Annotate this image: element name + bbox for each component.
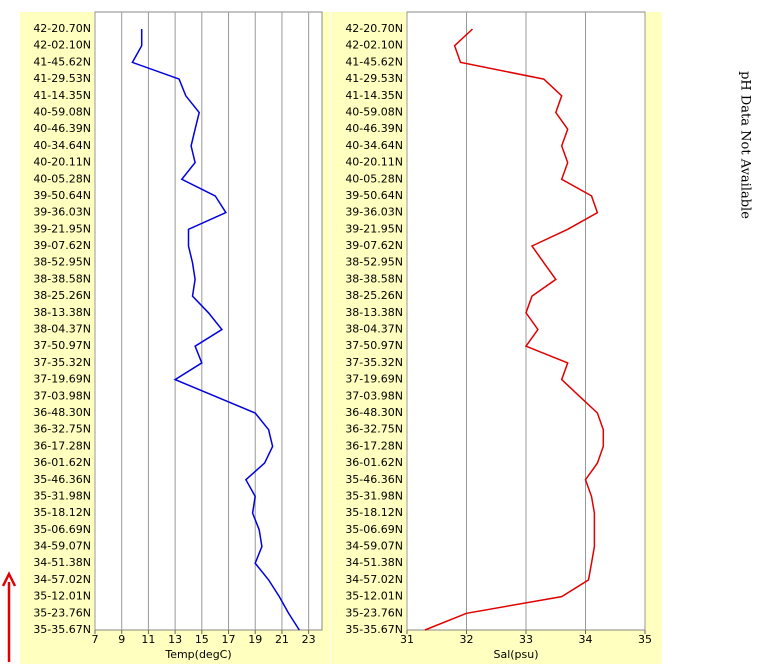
- y-tick-label: 42-02.10N: [345, 39, 403, 52]
- y-tick-label: 36-17.28N: [345, 439, 403, 452]
- y-tick-label: 37-50.97N: [345, 339, 403, 352]
- y-tick-label: 40-34.64N: [33, 139, 91, 152]
- y-tick-label: 37-19.69N: [33, 373, 91, 386]
- x-tick-label: 31: [400, 633, 414, 646]
- y-tick-label: 38-52.95N: [33, 256, 91, 269]
- y-tick-label: 39-36.03N: [345, 206, 403, 219]
- y-tick-label: 41-14.35N: [345, 89, 403, 102]
- y-tick-label: 38-38.58N: [33, 272, 91, 285]
- x-axis-label: Temp(degC): [164, 648, 231, 661]
- y-tick-label: 35-46.36N: [345, 473, 403, 486]
- y-tick-label: 39-21.95N: [33, 222, 91, 235]
- x-axis-label: Sal(psu): [493, 648, 538, 661]
- annotation: pH Data Not Available: [738, 71, 753, 219]
- x-tick-label: 7: [92, 633, 99, 646]
- y-tick-label: 37-35.32N: [345, 356, 403, 369]
- y-tick-label: 34-51.38N: [345, 556, 403, 569]
- y-tick-label: 35-23.76N: [345, 606, 403, 619]
- y-tick-label: 39-50.64N: [345, 189, 403, 202]
- y-tick-label: 34-51.38N: [33, 556, 91, 569]
- y-tick-label: 35-31.98N: [345, 489, 403, 502]
- y-tick-label: 42-20.70N: [345, 22, 403, 35]
- y-tick-label: 38-04.37N: [33, 323, 91, 336]
- y-tick-label: 38-38.58N: [345, 272, 403, 285]
- x-tick-label: 9: [118, 633, 125, 646]
- x-tick-label: 35: [638, 633, 652, 646]
- y-tick-label: 41-14.35N: [33, 89, 91, 102]
- y-tick-label: 35-23.76N: [33, 606, 91, 619]
- y-tick-label: 40-59.08N: [345, 105, 403, 118]
- y-tick-label: 34-57.02N: [33, 573, 91, 586]
- y-tick-label: 42-20.70N: [33, 22, 91, 35]
- plot-area: [94, 11, 323, 631]
- y-tick-label: 36-32.75N: [33, 423, 91, 436]
- y-tick-label: 40-46.39N: [33, 122, 91, 135]
- x-tick-label: 17: [222, 633, 236, 646]
- y-tick-label: 42-02.10N: [33, 39, 91, 52]
- x-tick-label: 23: [302, 633, 316, 646]
- y-tick-label: 40-59.08N: [33, 105, 91, 118]
- y-tick-label: 35-06.69N: [33, 523, 91, 536]
- y-tick-label: 40-20.11N: [33, 156, 91, 169]
- y-tick-label: 35-12.01N: [345, 590, 403, 603]
- y-tick-label: 36-48.30N: [345, 406, 403, 419]
- y-tick-label: 35-06.69N: [345, 523, 403, 536]
- y-tick-label: 34-59.07N: [345, 540, 403, 553]
- y-tick-label: 35-35.67N: [345, 623, 403, 636]
- y-tick-label: 35-18.12N: [33, 506, 91, 519]
- y-tick-label: 36-32.75N: [345, 423, 403, 436]
- line: [131, 29, 300, 631]
- y-tick-label: 35-12.01N: [33, 590, 91, 603]
- y-tick-label: 38-13.38N: [33, 306, 91, 319]
- line: [424, 28, 605, 631]
- y-tick-label: 40-05.28N: [345, 172, 403, 185]
- y-tick-label: 35-18.12N: [345, 506, 403, 519]
- y-tick-label: 40-34.64N: [345, 139, 403, 152]
- x-tick-label: 11: [141, 633, 155, 646]
- y-tick-label: 41-45.62N: [33, 55, 91, 68]
- arrow-head: [1, 571, 17, 587]
- y-tick-label: 37-03.98N: [345, 389, 403, 402]
- y-tick-label: 37-50.97N: [33, 339, 91, 352]
- y-tick-label: 36-01.62N: [345, 456, 403, 469]
- y-tick-label: 39-36.03N: [33, 206, 91, 219]
- y-tick-label: 38-25.26N: [345, 289, 403, 302]
- y-tick-label: 38-52.95N: [345, 256, 403, 269]
- y-tick-label: 36-48.30N: [33, 406, 91, 419]
- y-tick-label: 41-29.53N: [345, 72, 403, 85]
- y-tick-label: 40-46.39N: [345, 122, 403, 135]
- y-tick-label: 38-04.37N: [345, 323, 403, 336]
- x-tick-label: 19: [248, 633, 262, 646]
- y-tick-label: 36-01.62N: [33, 456, 91, 469]
- y-tick-label: 34-59.07N: [33, 540, 91, 553]
- y-tick-label: 37-19.69N: [345, 373, 403, 386]
- x-tick-label: 15: [195, 633, 209, 646]
- y-tick-label: 39-07.62N: [33, 239, 91, 252]
- x-tick-label: 13: [168, 633, 182, 646]
- y-tick-label: 37-03.98N: [33, 389, 91, 402]
- x-tick-label: 32: [460, 633, 474, 646]
- y-tick-label: 41-29.53N: [33, 72, 91, 85]
- y-tick-label: 35-31.98N: [33, 489, 91, 502]
- x-tick-label: 21: [275, 633, 289, 646]
- y-tick-label: 37-35.32N: [33, 356, 91, 369]
- y-tick-label: 41-45.62N: [345, 55, 403, 68]
- y-tick-label: 38-13.38N: [345, 306, 403, 319]
- y-tick-label: 40-20.11N: [345, 156, 403, 169]
- y-tick-label: 34-57.02N: [345, 573, 403, 586]
- y-tick-label: 35-35.67N: [33, 623, 91, 636]
- y-tick-label: 39-07.62N: [345, 239, 403, 252]
- y-tick-label: 35-46.36N: [33, 473, 91, 486]
- y-tick-label: 39-21.95N: [345, 222, 403, 235]
- x-tick-label: 33: [519, 633, 533, 646]
- y-tick-label: 38-25.26N: [33, 289, 91, 302]
- x-tick-label: 34: [579, 633, 593, 646]
- y-tick-label: 39-50.64N: [33, 189, 91, 202]
- y-tick-label: 40-05.28N: [33, 172, 91, 185]
- y-tick-label: 36-17.28N: [33, 439, 91, 452]
